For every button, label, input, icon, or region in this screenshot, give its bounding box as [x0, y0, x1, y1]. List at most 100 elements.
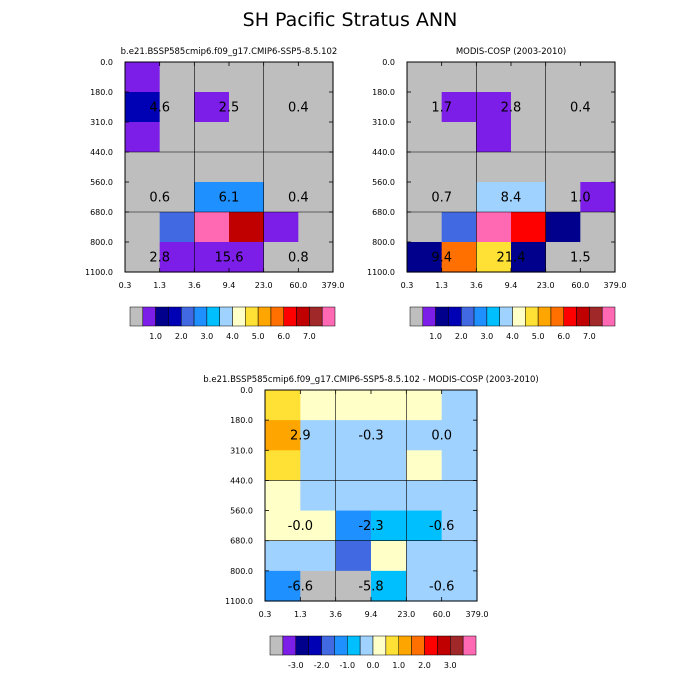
heatmap-cell [335, 540, 372, 572]
colorbar-swatch [499, 306, 513, 327]
cell-value-label: 2.8 [149, 251, 170, 266]
heatmap-cell [159, 182, 195, 213]
colorbar-swatch [181, 306, 195, 327]
heatmap-cell [159, 152, 195, 183]
y-tick-label: 560.0 [230, 507, 253, 516]
x-tick-label: 9.4 [505, 281, 518, 290]
colorbar-label: 2.0 [455, 332, 468, 341]
heatmap-cell [476, 62, 512, 93]
heatmap-cell [580, 212, 616, 243]
colorbar-swatch [359, 635, 374, 656]
colorbar-swatch [269, 635, 284, 656]
heatmap-cell [545, 62, 581, 93]
colorbar-swatch [282, 635, 297, 656]
y-tick-label: 680.0 [372, 208, 395, 217]
heatmap-cell [406, 540, 443, 572]
colorbar-swatch [437, 635, 451, 656]
colorbar-label: 5.0 [532, 332, 545, 341]
heatmap-cell [265, 450, 301, 482]
heatmap-cell [263, 182, 299, 213]
heatmap-cell [371, 540, 407, 572]
cell-value-label: -6.6 [288, 579, 313, 594]
y-tick-label: 800.0 [230, 567, 253, 576]
colorbar-swatch [448, 306, 462, 327]
heatmap-cell [300, 540, 337, 572]
heatmap-cell [406, 570, 443, 602]
heatmap-cell [298, 152, 334, 183]
cell-value-label: 0.4 [288, 101, 309, 116]
heatmap-cell [476, 92, 512, 123]
panel-title: MODIS-COSP (2003-2010) [456, 47, 566, 57]
colorbar-label: 4.0 [226, 332, 239, 341]
heatmap-cell [300, 570, 337, 602]
colorbar-swatch [232, 306, 246, 327]
heatmap-cell [441, 182, 477, 213]
colorbar-swatch [321, 306, 336, 327]
colorbar-swatch [321, 635, 335, 656]
heatmap-cell [441, 92, 477, 123]
cell-value-label: 6.1 [219, 191, 240, 206]
y-tick-label: 560.0 [90, 178, 113, 187]
heatmap-cell [335, 480, 372, 512]
heatmap-cell [300, 450, 337, 482]
y-tick-label: 0.0 [382, 58, 395, 67]
cell-value-label: -0.0 [288, 519, 313, 534]
colorbar-label: 2.0 [418, 661, 431, 670]
cell-value-label: 2.8 [501, 101, 522, 116]
y-tick-label: 560.0 [372, 178, 395, 187]
heatmap-cell [441, 420, 478, 451]
cell-value-label: -0.3 [358, 429, 383, 444]
x-tick-label: 23.0 [255, 281, 273, 290]
heatmap-cell [371, 420, 407, 451]
heatmap-cell [406, 420, 443, 451]
x-tick-label: 1.3 [435, 281, 448, 290]
colorbar-swatch [219, 306, 233, 327]
x-tick-label: 379.0 [604, 281, 627, 290]
colorbar-swatch [334, 635, 348, 656]
colorbar-swatch [142, 306, 156, 327]
heatmap-cell [229, 182, 265, 213]
cell-value-label: -5.8 [358, 579, 383, 594]
colorbar-swatch [450, 635, 464, 656]
y-tick-label: 440.0 [90, 148, 113, 157]
colorbar-swatch [398, 635, 412, 656]
heatmap-cell [335, 450, 372, 482]
cell-value-label: 1.7 [431, 101, 452, 116]
heatmap-cell [580, 182, 616, 213]
heatmap-cell [545, 242, 581, 273]
y-tick-label: 180.0 [90, 88, 113, 97]
x-tick-label: 379.0 [466, 610, 489, 619]
x-tick-label: 0.3 [259, 610, 272, 619]
heatmap-cell [545, 212, 581, 243]
x-tick-label: 3.6 [329, 610, 342, 619]
heatmap-cell [406, 480, 443, 512]
colorbar-label: 6.0 [277, 332, 290, 341]
colorbar-swatch [283, 306, 297, 327]
colorbar-swatch [270, 306, 285, 327]
colorbar-swatch [525, 306, 539, 327]
heatmap-cell [335, 510, 372, 542]
heatmap-panel-1: b.e21.BSSP585cmip6.f09_g17.CMIP6-SSP5-8.… [85, 47, 344, 341]
y-tick-label: 0.0 [100, 58, 113, 67]
colorbar: 1.0 2.0 3.0 4.0 5.0 6.0 7.0 [129, 306, 336, 341]
y-tick-label: 680.0 [90, 208, 113, 217]
cell-value-label: -0.6 [429, 579, 454, 594]
heatmap-cell [265, 510, 301, 542]
heatmap-cell [511, 242, 547, 273]
heatmap-cell [159, 62, 195, 93]
x-tick-label: 1.3 [294, 610, 307, 619]
heatmap-cell [298, 92, 334, 123]
heatmap-cell [263, 242, 299, 273]
cell-value-label: 4.6 [149, 101, 170, 116]
heatmap-cell [407, 182, 443, 213]
cell-value-label: 21.4 [497, 251, 526, 266]
colorbar: -3.0 -2.0 -1.0 0.0 1.0 2.0 3.0 [269, 635, 477, 670]
heatmap-cell [511, 122, 547, 153]
heatmap-cell [407, 212, 443, 243]
cell-value-label: 0.4 [570, 101, 591, 116]
heatmap-cell [371, 480, 407, 512]
cell-value-label: 0.8 [288, 251, 309, 266]
heatmap-cell [580, 122, 616, 153]
y-tick-label: 680.0 [230, 537, 253, 546]
colorbar-swatch [129, 306, 144, 327]
